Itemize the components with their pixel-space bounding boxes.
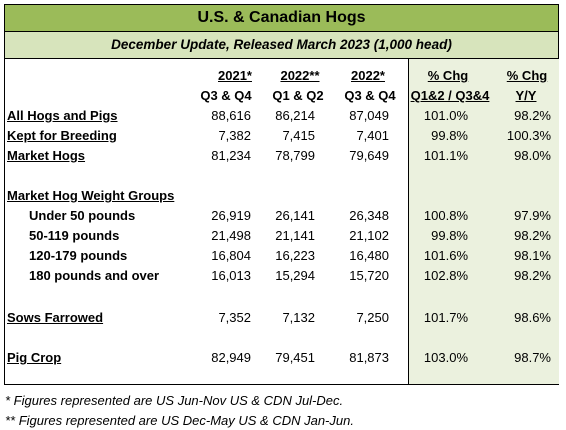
row-label-120-179: 120-179 pounds — [29, 248, 128, 263]
cell-all-hogs-chg-quarter: 101.0% — [423, 108, 468, 123]
table-subtitle: December Update, Released March 2023 (1,… — [5, 32, 558, 59]
cell-under-50-chg-quarter: 100.8% — [423, 208, 468, 223]
row-label-under-50: Under 50 pounds — [29, 208, 136, 223]
cell-pig-crop-2022-h1: 79,451 — [275, 350, 315, 365]
cell-120-179-2022-h1: 16,223 — [275, 248, 315, 263]
subheader-2022-h2: Q3 & Q4 — [344, 88, 396, 103]
footnote-double-asterisk: ** Figures represented are US Dec-May US… — [5, 413, 354, 428]
cell-all-hogs-chg-yoy: 98.2% — [514, 108, 551, 123]
cell-sows-chg-quarter: 101.7% — [423, 310, 468, 325]
cell-breeding-2022-h1: 7,415 — [282, 128, 315, 143]
cell-sows-2022-h1: 7,132 — [282, 310, 315, 325]
cell-breeding-2021: 7,382 — [218, 128, 251, 143]
section-heading-weight-groups: Market Hog Weight Groups — [7, 188, 175, 203]
cell-50-119-chg-quarter: 99.8% — [431, 228, 468, 243]
row-label-sows-farrowed: Sows Farrowed — [7, 310, 104, 325]
subheader-2021: Q3 & Q4 — [200, 88, 252, 103]
cell-all-hogs-2021: 88,616 — [211, 108, 251, 123]
header-pct-chg-yoy: % Chg — [506, 68, 548, 83]
cell-breeding-chg-yoy: 100.3% — [506, 128, 551, 143]
hog-inventory-table: U.S. & Canadian Hogs December Update, Re… — [4, 4, 559, 385]
footnote-single-asterisk: * Figures represented are US Jun-Nov US … — [5, 393, 344, 408]
cell-market-hogs-chg-quarter: 101.1% — [423, 148, 468, 163]
cell-sows-2021: 7,352 — [218, 310, 251, 325]
cell-breeding-chg-quarter: 99.8% — [431, 128, 468, 143]
cell-sows-chg-yoy: 98.6% — [514, 310, 551, 325]
cell-breeding-2022-h2: 7,401 — [356, 128, 389, 143]
cell-under-50-2022-h1: 26,141 — [275, 208, 315, 223]
subheader-2022-h1: Q1 & Q2 — [272, 88, 324, 103]
header-2021: 2021* — [218, 68, 252, 83]
subheader-pct-chg-quarter: Q1&2 / Q3&4 — [410, 88, 490, 103]
cell-120-179-2022-h2: 16,480 — [349, 248, 389, 263]
cell-sows-2022-h2: 7,250 — [356, 310, 389, 325]
cell-market-hogs-2021: 81,234 — [211, 148, 251, 163]
cell-50-119-2022-h1: 21,141 — [275, 228, 315, 243]
row-label-50-119: 50-119 pounds — [29, 228, 120, 243]
cell-pig-crop-2021: 82,949 — [211, 350, 251, 365]
cell-all-hogs-2022-h1: 86,214 — [275, 108, 315, 123]
cell-under-50-2022-h2: 26,348 — [349, 208, 389, 223]
row-label-180-plus: 180 pounds and over — [29, 268, 160, 283]
row-label-market-hogs: Market Hogs — [7, 148, 86, 163]
header-2022-h1: 2022** — [280, 68, 320, 83]
row-label-all-hogs: All Hogs and Pigs — [7, 108, 118, 123]
cell-180-plus-chg-quarter: 102.8% — [423, 268, 468, 283]
cell-180-plus-2022-h1: 15,294 — [275, 268, 315, 283]
cell-50-119-2021: 21,498 — [211, 228, 251, 243]
cell-180-plus-2021: 16,013 — [211, 268, 251, 283]
subheader-pct-chg-yoy: Y/Y — [515, 88, 537, 103]
cell-pig-crop-chg-quarter: 103.0% — [423, 350, 468, 365]
cell-pig-crop-chg-yoy: 98.7% — [514, 350, 551, 365]
cell-market-hogs-2022-h2: 79,649 — [349, 148, 389, 163]
cell-50-119-2022-h2: 21,102 — [349, 228, 389, 243]
cell-under-50-2021: 26,919 — [211, 208, 251, 223]
cell-market-hogs-2022-h1: 78,799 — [275, 148, 315, 163]
pct-change-column-shading — [408, 59, 559, 384]
cell-120-179-chg-quarter: 101.6% — [423, 248, 468, 263]
table-title: U.S. & Canadian Hogs — [5, 5, 558, 32]
header-pct-chg-quarter: % Chg — [427, 68, 469, 83]
cell-120-179-chg-yoy: 98.1% — [514, 248, 551, 263]
cell-under-50-chg-yoy: 97.9% — [514, 208, 551, 223]
cell-120-179-2021: 16,804 — [211, 248, 251, 263]
cell-all-hogs-2022-h2: 87,049 — [349, 108, 389, 123]
row-label-kept-for-breeding: Kept for Breeding — [7, 128, 117, 143]
cell-180-plus-2022-h2: 15,720 — [349, 268, 389, 283]
cell-pig-crop-2022-h2: 81,873 — [349, 350, 389, 365]
header-2022-h2: 2022* — [351, 68, 385, 83]
cell-180-plus-chg-yoy: 98.2% — [514, 268, 551, 283]
cell-market-hogs-chg-yoy: 98.0% — [514, 148, 551, 163]
cell-50-119-chg-yoy: 98.2% — [514, 228, 551, 243]
row-label-pig-crop: Pig Crop — [7, 350, 62, 365]
